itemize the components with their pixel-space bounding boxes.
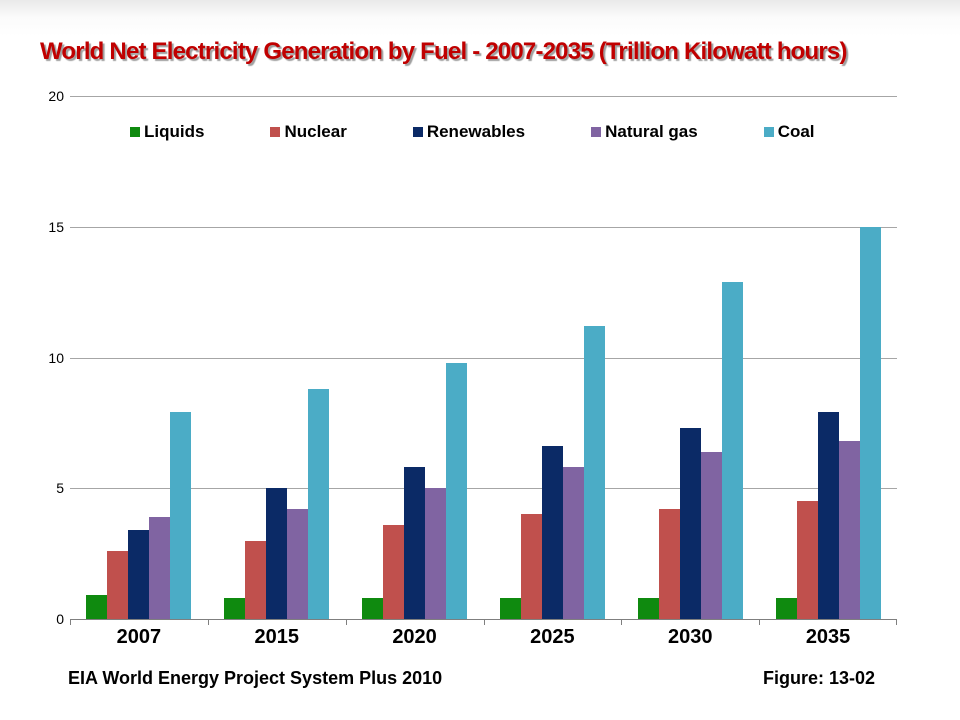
gridline-y-15 <box>70 226 897 228</box>
gridline-y-20 <box>70 96 897 97</box>
x-axis-tick-4 <box>621 619 623 625</box>
y-axis-tick-label-5: 5 <box>56 480 64 497</box>
legend-label-renewables: Renewables <box>426 122 526 141</box>
bar-nuclear-2030 <box>658 509 680 619</box>
legend-item-liquids: Liquids <box>130 122 204 142</box>
bar-coal-2030 <box>721 281 743 619</box>
bar-coal-2020 <box>446 362 468 619</box>
y-axis-tick-label-15: 15 <box>48 218 64 235</box>
bar-liquids-2035 <box>775 598 797 619</box>
legend-item-renewables: Renewables <box>412 122 526 142</box>
y-axis-tick-label-10: 10 <box>48 349 64 366</box>
bar-nuclear-2015 <box>245 540 267 619</box>
chart-legend: Liquids Nuclear Renewables Natural gas Coal <box>130 122 815 142</box>
bar-nuclear-2025 <box>520 514 542 619</box>
x-axis-tick-6 <box>896 619 897 625</box>
bar-natural-gas-2035 <box>838 441 860 619</box>
bar-nuclear-2007 <box>107 551 129 619</box>
x-axis-tick-3 <box>483 619 485 625</box>
plot-area: 0 5 10 15 20 2007 2015 2020 2025 2030 2035 <box>48 88 897 648</box>
bar-coal-2015 <box>308 388 330 619</box>
gridline-y-5 <box>70 488 897 490</box>
bar-coal-2025 <box>583 326 605 619</box>
footer-source-text: EIA World Energy Project System Plus 201… <box>68 668 443 688</box>
legend-item-coal: Coal <box>763 122 815 142</box>
footer-figure-number: Figure: 13-02 <box>762 668 875 688</box>
bar-coal-2007 <box>170 412 192 619</box>
bar-liquids-2030 <box>637 598 659 619</box>
y-axis-tick-label-20: 20 <box>48 88 64 104</box>
x-axis-tick-2 <box>345 619 347 625</box>
bar-liquids-2007 <box>86 595 108 619</box>
legend-label-liquids: Liquids <box>144 122 205 141</box>
x-axis-category-label-2020: 2020 <box>392 626 437 648</box>
bar-natural-gas-2025 <box>562 467 584 619</box>
bar-nuclear-2020 <box>383 524 405 619</box>
legend-label-nuclear: Nuclear <box>284 122 347 141</box>
legend-marker-nuclear-icon <box>270 127 281 137</box>
x-axis-category-label-2007: 2007 <box>116 626 162 648</box>
bar-renewables-2020 <box>404 467 426 619</box>
bar-natural-gas-2007 <box>149 517 171 619</box>
x-axis-category-label-2030: 2030 <box>667 626 713 648</box>
bar-natural-gas-2020 <box>425 488 447 619</box>
bar-renewables-2030 <box>679 428 701 619</box>
bar-natural-gas-2030 <box>700 451 722 619</box>
legend-label-coal: Coal <box>777 122 815 141</box>
bar-natural-gas-2015 <box>287 509 309 619</box>
bar-liquids-2015 <box>224 598 246 619</box>
x-axis-category-label-2015: 2015 <box>254 626 299 648</box>
x-axis-category-label-2035: 2035 <box>805 626 851 648</box>
legend-item-natural-gas: Natural gas <box>591 122 698 142</box>
x-axis-tick-5 <box>759 619 761 625</box>
gridline-y-10 <box>70 357 897 359</box>
bar-coal-2035 <box>859 226 881 619</box>
chart-title: World Net Electricity Generation by Fuel… <box>40 38 847 65</box>
legend-marker-natural-gas-icon <box>591 127 602 137</box>
bar-liquids-2025 <box>499 598 521 619</box>
bar-liquids-2020 <box>362 598 384 619</box>
bar-renewables-2015 <box>266 488 288 619</box>
bar-renewables-2025 <box>541 446 563 619</box>
bar-renewables-2007 <box>128 530 150 619</box>
bar-nuclear-2035 <box>796 501 818 619</box>
bar-renewables-2035 <box>817 412 839 619</box>
legend-marker-coal-icon <box>763 127 774 137</box>
legend-label-natural-gas: Natural gas <box>605 122 698 141</box>
legend-item-nuclear: Nuclear <box>270 122 347 142</box>
x-axis-tick-1 <box>207 619 209 625</box>
y-axis-tick-label-0: 0 <box>56 611 64 627</box>
x-axis-category-label-2025: 2025 <box>530 626 575 648</box>
legend-marker-liquids-icon <box>130 127 140 137</box>
legend-marker-renewables-icon <box>412 127 423 137</box>
x-axis-tick-0 <box>70 619 71 625</box>
